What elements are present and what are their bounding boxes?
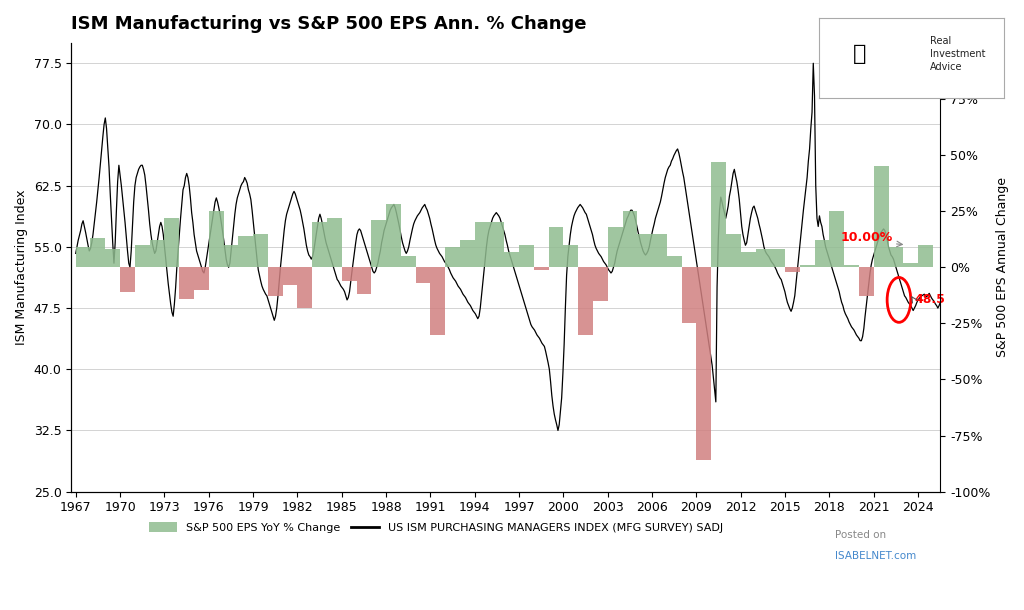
Text: ISABELNET.com: ISABELNET.com (835, 551, 915, 561)
Legend: S&P 500 EPS YoY % Change, US ISM PURCHASING MANAGERS INDEX (MFG SURVEY) SADJ: S&P 500 EPS YoY % Change, US ISM PURCHAS… (145, 518, 728, 537)
Text: Posted on: Posted on (835, 530, 886, 540)
Text: ISM Manufacturing vs S&P 500 EPS Ann. % Change: ISM Manufacturing vs S&P 500 EPS Ann. % … (72, 15, 587, 33)
Text: 48.5: 48.5 (914, 293, 945, 306)
Y-axis label: ISM Manufacturing Index: ISM Manufacturing Index (15, 190, 28, 345)
Text: 10.00%: 10.00% (841, 231, 893, 244)
Text: 🦅: 🦅 (853, 44, 866, 64)
Y-axis label: S&P 500 EPS Annual Change: S&P 500 EPS Annual Change (996, 178, 1009, 357)
Text: Real
Investment
Advice: Real Investment Advice (930, 36, 985, 72)
